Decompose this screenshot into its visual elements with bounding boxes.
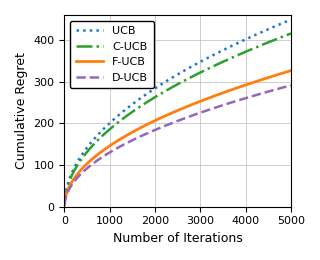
F-UCB (289, 69, 293, 72)
Line: UCB: UCB (64, 20, 291, 204)
UCB (218, 50, 222, 53)
D-UCB (86, 166, 90, 170)
F-UCB (218, 92, 222, 95)
Line: D-UCB: D-UCB (64, 85, 291, 205)
Line: F-UCB: F-UCB (64, 70, 291, 205)
UCB (86, 145, 90, 148)
C-UCB (289, 32, 293, 35)
UCB (243, 38, 247, 41)
C-UCB (243, 50, 247, 54)
Line: C-UCB: C-UCB (64, 34, 291, 204)
UCB (62, 203, 66, 206)
C-UCB (239, 52, 243, 55)
F-UCB (239, 85, 243, 88)
C-UCB (218, 62, 222, 65)
X-axis label: Number of Iterations: Number of Iterations (113, 232, 243, 245)
UCB (239, 40, 243, 43)
F-UCB (62, 203, 66, 206)
F-UCB (243, 83, 247, 87)
D-UCB (218, 105, 222, 108)
D-UCB (62, 203, 66, 206)
Y-axis label: Cumulative Regret: Cumulative Regret (15, 53, 28, 169)
C-UCB (154, 95, 158, 98)
D-UCB (239, 98, 243, 101)
UCB (289, 18, 293, 21)
D-UCB (162, 125, 166, 128)
UCB (162, 81, 166, 84)
D-UCB (289, 84, 293, 87)
C-UCB (162, 90, 166, 93)
UCB (154, 86, 158, 89)
F-UCB (154, 119, 158, 122)
C-UCB (62, 203, 66, 206)
C-UCB (86, 150, 90, 153)
Legend: UCB, C-UCB, F-UCB, D-UCB: UCB, C-UCB, F-UCB, D-UCB (70, 21, 154, 88)
F-UCB (86, 162, 90, 165)
D-UCB (154, 128, 158, 131)
D-UCB (243, 97, 247, 100)
F-UCB (162, 115, 166, 118)
